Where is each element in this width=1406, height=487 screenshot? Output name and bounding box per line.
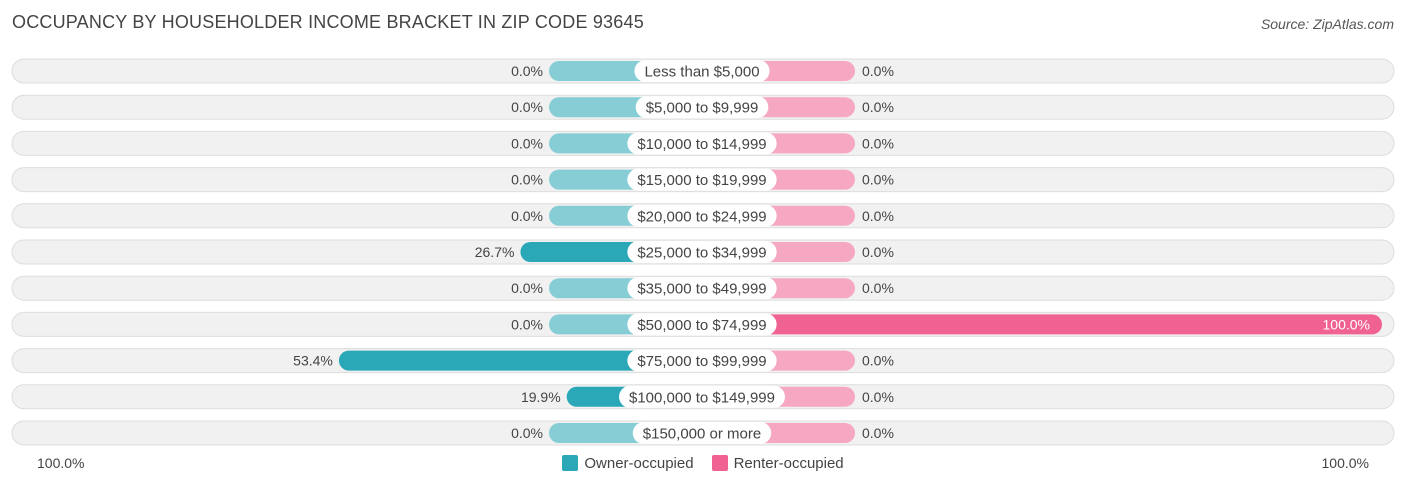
chart-canvas: Less than $5,000 0.0% 0.0% $5,000 to $9,999… [11, 58, 1395, 446]
value-label-renter: 0.0% [862, 172, 894, 188]
value-label-owner: 19.9% [521, 389, 561, 405]
category-label: $100,000 to $149,999 [629, 389, 775, 406]
value-label-renter: 0.0% [862, 244, 894, 260]
category-pill [632, 422, 772, 444]
legend-swatch-renter [711, 455, 728, 471]
legend-item-renter[interactable]: Renter-occupied [711, 454, 844, 472]
category-pill [627, 277, 777, 300]
bar-renter [702, 314, 1382, 335]
legend: Owner-occupied Renter-occupied [0, 453, 1406, 473]
category-label: $10,000 to $14,999 [637, 136, 766, 153]
value-label-renter: 100.0% [1323, 316, 1370, 332]
value-label-owner: 0.0% [511, 99, 543, 115]
category-pill [627, 313, 777, 336]
category-label: $15,000 to $19,999 [637, 172, 766, 189]
value-label-owner: 0.0% [511, 280, 543, 296]
value-label-owner: 0.0% [511, 172, 543, 188]
value-label-renter: 0.0% [862, 425, 894, 441]
legend-label-renter: Renter-occupied [733, 454, 844, 472]
category-pill [619, 385, 785, 408]
category-label: $5,000 to $9,999 [646, 100, 759, 117]
category-pill [634, 60, 770, 82]
category-label: $150,000 or more [643, 426, 761, 443]
axis-left-label: 100.0% [37, 455, 85, 471]
value-label-renter: 0.0% [862, 63, 894, 79]
value-label-renter: 0.0% [862, 280, 894, 296]
value-label-renter: 0.0% [862, 99, 894, 115]
value-label-owner: 26.7% [475, 244, 515, 260]
chart-title: OCCUPANCY BY HOUSEHOLDER INCOME BRACKET … [12, 12, 644, 32]
category-label: $75,000 to $99,999 [637, 353, 766, 370]
value-label-renter: 0.0% [862, 208, 894, 224]
value-label-owner: 0.0% [511, 135, 543, 151]
value-label-owner: 53.4% [293, 353, 333, 369]
legend-swatch-owner [562, 455, 579, 471]
source-credit: Source: ZipAtlas.com [1260, 16, 1394, 32]
value-label-owner: 0.0% [511, 208, 543, 224]
category-pill [627, 168, 777, 191]
category-pill [627, 349, 777, 372]
category-label: $50,000 to $74,999 [637, 317, 766, 334]
value-label-renter: 0.0% [862, 389, 894, 405]
bar-owner [338, 350, 702, 371]
value-label-renter: 0.0% [862, 135, 894, 151]
value-label-owner: 0.0% [511, 425, 543, 441]
legend-item-owner[interactable]: Owner-occupied [562, 454, 694, 472]
category-label: $20,000 to $24,999 [637, 208, 766, 225]
category-label: Less than $5,000 [644, 64, 759, 81]
category-pill [627, 132, 777, 155]
axis-right-label: 100.0% [1321, 455, 1369, 471]
value-label-owner: 0.0% [511, 316, 543, 332]
category-label: $25,000 to $34,999 [637, 245, 766, 262]
category-pill [635, 96, 769, 119]
legend-label-owner: Owner-occupied [584, 454, 694, 472]
value-label-owner: 0.0% [511, 63, 543, 79]
category-pill [627, 241, 777, 263]
value-label-renter: 0.0% [862, 353, 894, 369]
category-label: $35,000 to $49,999 [637, 281, 766, 298]
category-pill [627, 204, 777, 227]
